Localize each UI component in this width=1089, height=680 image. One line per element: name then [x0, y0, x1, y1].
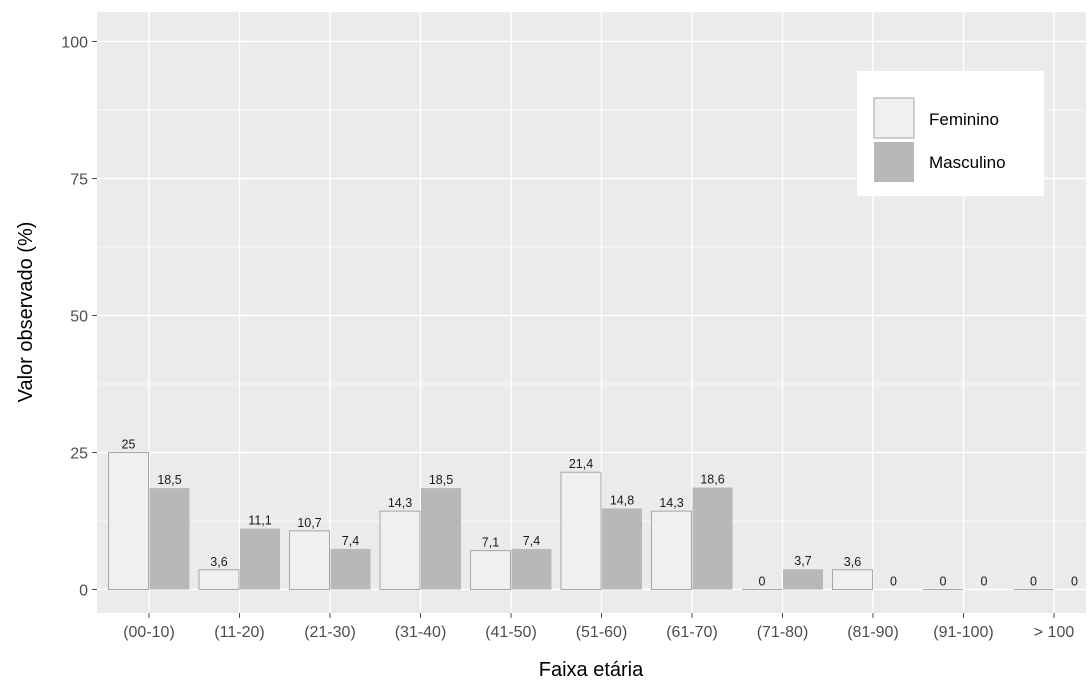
- y-tick-label: 0: [79, 583, 88, 600]
- bar-feminino-21-30: [289, 530, 330, 591]
- bar-feminino-51-60: [560, 471, 602, 590]
- bar-masculino-41-50: [511, 548, 552, 590]
- y-axis-title: Valor observado (%): [15, 222, 37, 403]
- data-label-feminino-100: 0: [1030, 575, 1037, 589]
- y-tick-label: 25: [70, 446, 88, 463]
- data-label-masculino-61-70: 18,6: [700, 473, 724, 487]
- bar-feminino-61-70: [651, 510, 692, 590]
- legend-label-masculino: Masculino: [929, 153, 1006, 172]
- data-label-masculino-91-100: 0: [981, 575, 988, 589]
- y-tick-label: 75: [70, 172, 88, 189]
- bars: [108, 452, 1054, 591]
- x-axis-title: Faixa etária: [539, 659, 644, 680]
- legend: Feminino Masculino: [857, 71, 1044, 196]
- x-tick-label: (21-30): [304, 624, 356, 641]
- y-tick-label: 50: [70, 309, 88, 326]
- bar-feminino-11-20: [198, 569, 240, 590]
- x-tick-label: (71-80): [757, 624, 809, 641]
- x-tick-label: (41-50): [485, 624, 537, 641]
- bar-masculino-11-20: [240, 528, 280, 590]
- legend-key-feminino: [873, 97, 915, 139]
- data-label-masculino-81-90: 0: [890, 575, 897, 589]
- data-label-feminino-91-100: 0: [940, 575, 947, 589]
- y-tick-label: 100: [61, 35, 88, 52]
- x-tick-label: (81-90): [847, 624, 899, 641]
- data-label-feminino-41-50: 7,1: [482, 536, 499, 550]
- legend-key-masculino: [874, 142, 914, 182]
- x-tick-label: (61-70): [666, 624, 718, 641]
- x-tick-label: (51-60): [576, 624, 628, 641]
- data-labels: 25 3,6 10,7 14,3 7,1 21,4 14,3 0 3,6 0 0 18,5 11,1 7,…: [122, 438, 1078, 589]
- bar-masculino-21-30: [330, 548, 371, 590]
- minor-gridlines: [97, 109, 1086, 522]
- x-tick-label: (11-20): [214, 624, 264, 641]
- bar-feminino-41-50: [470, 550, 511, 590]
- data-label-masculino-00-10: 18,5: [157, 473, 181, 487]
- bar-feminino-00-10: [108, 452, 149, 590]
- data-label-masculino-31-40: 18,5: [429, 473, 453, 487]
- data-label-feminino-61-70: 14,3: [659, 496, 683, 510]
- legend-label-feminino: Feminino: [929, 110, 999, 129]
- bar-masculino-00-10: [149, 488, 190, 590]
- data-label-feminino-21-30: 10,7: [297, 516, 321, 530]
- bar-feminino-31-40: [379, 510, 421, 590]
- bar-masculino-51-60: [602, 508, 642, 590]
- x-tick-label: (31-40): [395, 624, 447, 641]
- bar-feminino-81-90: [832, 569, 873, 590]
- x-tick-label: (91-100): [933, 624, 993, 641]
- data-label-masculino-100: 0: [1071, 575, 1078, 589]
- bar-masculino-71-80: [783, 569, 823, 590]
- data-label-masculino-71-80: 3,7: [794, 554, 811, 568]
- bar-masculino-31-40: [421, 488, 461, 590]
- data-label-masculino-21-30: 7,4: [342, 534, 359, 548]
- x-tick-label: > 100: [1034, 624, 1075, 641]
- y-axis: 0 25 50 75 100: [61, 35, 97, 600]
- data-label-masculino-11-20: 11,1: [248, 514, 271, 528]
- data-label-feminino-31-40: 14,3: [388, 496, 412, 510]
- x-tick-label: (00-10): [123, 624, 175, 641]
- data-label-feminino-11-20: 3,6: [210, 555, 227, 569]
- data-label-feminino-51-60: 21,4: [569, 457, 593, 471]
- x-axis: (00-10) (11-20) (21-30) (31-40) (41-50) (51-6…: [123, 613, 1074, 641]
- data-label-feminino-71-80: 0: [759, 575, 766, 589]
- data-label-masculino-51-60: 14,8: [610, 493, 634, 507]
- data-label-masculino-41-50: 7,4: [523, 534, 540, 548]
- data-label-feminino-81-90: 3,6: [844, 555, 861, 569]
- data-label-feminino-00-10: 25: [122, 438, 136, 452]
- bar-masculino-61-70: [692, 487, 733, 590]
